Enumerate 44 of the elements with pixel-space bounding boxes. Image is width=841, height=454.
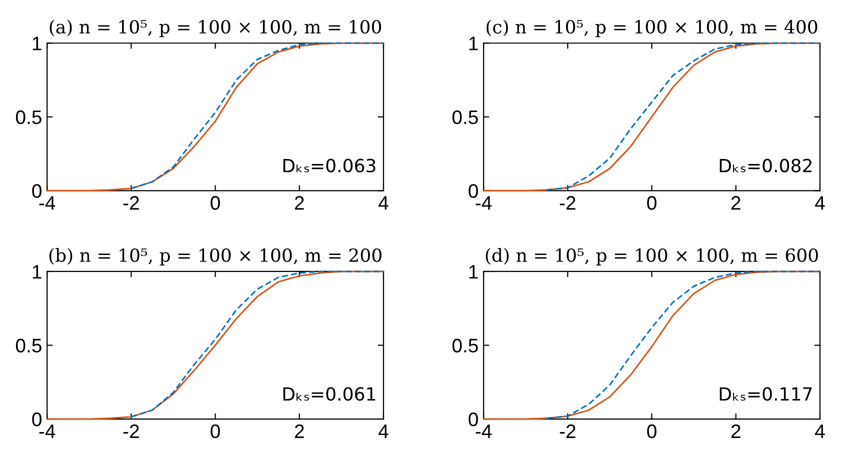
line-series: [46, 42, 384, 192]
x-tick-label: 2: [294, 424, 304, 438]
x-tick-label: 2: [731, 424, 740, 438]
y-tick-label: 0.5: [452, 110, 478, 124]
line-series: [482, 270, 821, 420]
x-tick-label: -2: [123, 424, 139, 438]
x-tick-label: 4: [378, 424, 388, 438]
annotation: Dₖₛ=0.063: [283, 158, 376, 172]
y-tick-label: 1: [32, 265, 42, 279]
x-tick-label: 2: [731, 196, 740, 210]
y-tick-label: 0.5: [452, 338, 478, 353]
y-tick-label: 1: [469, 36, 478, 50]
chart-title: (d) n = 10⁵, p = 100 × 100, m = 600: [486, 248, 818, 266]
y-tick-label: 0: [468, 412, 478, 426]
x-tick-label: 4: [378, 196, 388, 210]
line-series: [482, 42, 821, 192]
x-tick-label: -4: [39, 196, 56, 210]
x-tick-label: 0: [647, 424, 656, 438]
x-tick-label: 4: [815, 424, 825, 438]
y-tick-label: 0: [32, 412, 42, 426]
x-tick-label: 0: [210, 196, 220, 210]
y-tick-label: 0.5: [16, 338, 42, 353]
x-tick-label: 0: [647, 196, 656, 210]
chart-title: (a) n = 10⁵, p = 100 × 100, m = 100: [50, 20, 382, 38]
y-tick-label: 1: [469, 265, 478, 279]
line-series: [46, 270, 384, 420]
y-tick-label: 1: [32, 36, 42, 50]
annotation: Dₖₛ=0.061: [283, 387, 376, 401]
y-tick-label: 0: [468, 184, 478, 198]
x-tick-label: -2: [123, 196, 139, 210]
annotation: Dₖₛ=0.117: [720, 387, 812, 401]
x-tick-label: -2: [560, 424, 576, 438]
x-tick-label: -4: [476, 424, 492, 438]
y-tick-label: 0: [32, 184, 42, 198]
x-tick-label: -4: [39, 424, 56, 438]
x-tick-label: -2: [560, 196, 576, 210]
annotation: Dₖₛ=0.082: [720, 158, 812, 172]
x-tick-label: 2: [294, 196, 304, 210]
x-tick-label: 4: [815, 196, 825, 210]
y-tick-label: 0.5: [16, 110, 42, 124]
x-tick-label: -4: [476, 196, 492, 210]
chart-title: (b) n = 10⁵, p = 100 × 100, m = 200: [49, 248, 382, 266]
chart-title: (c) n = 10⁵, p = 100 × 100, m = 400: [486, 20, 818, 38]
x-tick-label: 0: [210, 424, 220, 438]
